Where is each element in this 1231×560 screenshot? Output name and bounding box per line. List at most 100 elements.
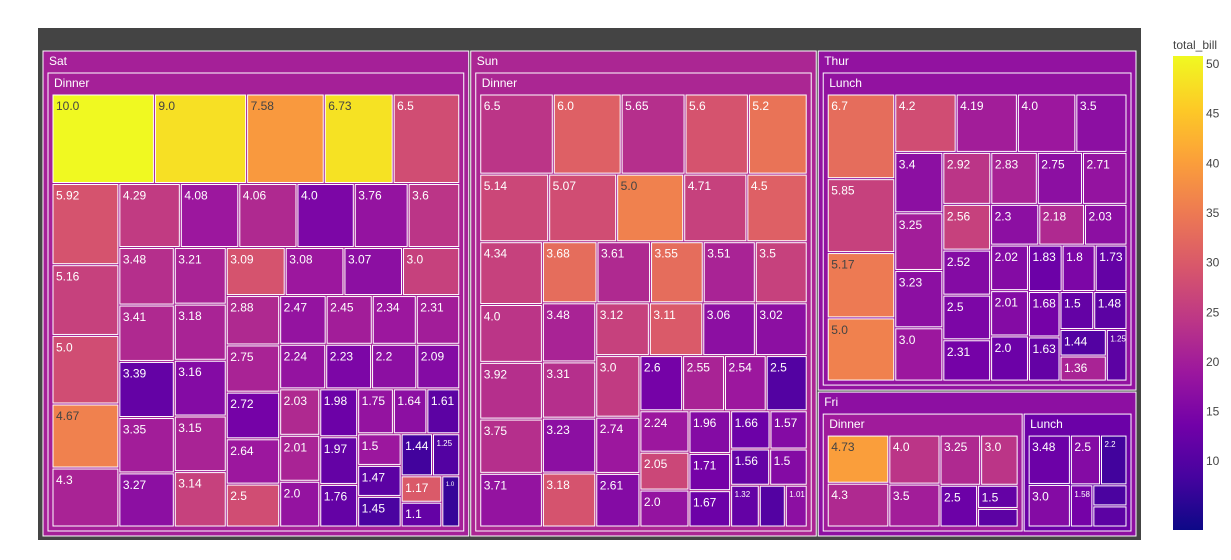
treemap-tip-tile[interactable] (703, 303, 755, 356)
treemap-tip-tile[interactable] (755, 242, 807, 303)
treemap-tip-tile[interactable] (280, 344, 326, 389)
treemap-tip-tile[interactable] (393, 389, 427, 434)
treemap-tip-tile[interactable] (766, 356, 807, 411)
treemap-tip-tile[interactable] (326, 344, 372, 389)
treemap-tip-tile[interactable] (640, 490, 689, 527)
treemap-tip-tile[interactable] (1076, 94, 1127, 152)
treemap-tip-tile[interactable] (1017, 94, 1076, 152)
treemap-tip-tile[interactable] (731, 485, 759, 527)
treemap-tip-tile[interactable] (393, 94, 460, 184)
treemap-tip-tile[interactable] (1060, 356, 1106, 381)
treemap-tip-tile[interactable] (978, 508, 1018, 527)
treemap-tip-tile[interactable] (442, 476, 460, 527)
treemap-tip-tile[interactable] (239, 184, 297, 247)
treemap-tip-tile[interactable] (895, 152, 943, 213)
treemap-tip-tile[interactable] (755, 303, 807, 356)
treemap-tip-tile[interactable] (956, 94, 1017, 152)
treemap-tip-tile[interactable] (180, 184, 239, 247)
treemap-tip-tile[interactable] (596, 473, 640, 527)
treemap-tip-tile[interactable] (596, 356, 640, 417)
treemap-tip-tile[interactable] (827, 318, 895, 381)
treemap-tip-tile[interactable] (480, 305, 542, 362)
treemap-tip-tile[interactable] (770, 449, 807, 485)
treemap-tip-tile[interactable] (621, 94, 685, 174)
treemap-tip-tile[interactable] (542, 362, 596, 418)
treemap-tip-tile[interactable] (703, 242, 755, 303)
treemap-tip-tile[interactable] (731, 411, 770, 449)
treemap-tip-tile[interactable] (943, 295, 991, 340)
treemap-tip-tile[interactable] (827, 483, 889, 527)
treemap-tip-tile[interactable] (226, 247, 285, 296)
treemap-tip-tile[interactable] (297, 184, 354, 247)
treemap-tip-tile[interactable] (1028, 484, 1070, 527)
treemap-tip-tile[interactable] (433, 434, 460, 476)
treemap-tip-tile[interactable] (358, 434, 401, 465)
treemap-tip-tile[interactable] (427, 389, 460, 434)
treemap-tip-tile[interactable] (280, 435, 320, 481)
treemap-tip-tile[interactable] (324, 94, 393, 184)
treemap-tip-tile[interactable] (895, 270, 943, 328)
treemap-tip-tile[interactable] (943, 204, 991, 250)
treemap-tip-tile[interactable] (119, 247, 174, 305)
treemap-tip-tile[interactable] (480, 174, 549, 242)
treemap-tip-tile[interactable] (596, 303, 649, 356)
treemap-tip-tile[interactable] (480, 419, 542, 473)
treemap-tip-tile[interactable] (280, 389, 320, 435)
treemap-tip-tile[interactable] (52, 404, 119, 468)
treemap-tip-tile[interactable] (981, 435, 1018, 485)
treemap-tip-tile[interactable] (978, 485, 1018, 508)
treemap-tip-tile[interactable] (1028, 435, 1070, 484)
treemap-tip-tile[interactable] (1084, 204, 1127, 245)
treemap-tip-tile[interactable] (154, 94, 247, 184)
treemap-tip-tile[interactable] (1082, 152, 1127, 204)
treemap-tip-tile[interactable] (174, 304, 226, 360)
treemap-tip-tile[interactable] (372, 344, 417, 389)
treemap-tip-tile[interactable] (416, 296, 460, 344)
treemap-tip-tile[interactable] (651, 242, 703, 303)
treemap-tip-tile[interactable] (119, 305, 174, 361)
treemap-tip-tile[interactable] (320, 437, 358, 484)
treemap-tip-tile[interactable] (119, 184, 180, 247)
treemap-tip-tile[interactable] (889, 435, 940, 484)
treemap-tip-tile[interactable] (895, 94, 956, 152)
treemap-tip-tile[interactable] (685, 94, 748, 174)
treemap-tip-tile[interactable] (1037, 152, 1082, 204)
treemap-tip-tile[interactable] (640, 356, 683, 411)
treemap-tip-tile[interactable] (1101, 435, 1127, 485)
treemap-tip-tile[interactable] (683, 356, 724, 411)
treemap-tip-tile[interactable] (326, 296, 372, 344)
treemap-tip-tile[interactable] (480, 94, 553, 174)
treemap-tip-tile[interactable] (943, 152, 991, 204)
treemap-tip-tile[interactable] (52, 468, 119, 527)
treemap-tip-tile[interactable] (940, 485, 978, 527)
treemap-tip-tile[interactable] (320, 484, 358, 527)
treemap-tip-tile[interactable] (226, 345, 280, 392)
treemap-tip-tile[interactable] (731, 449, 770, 485)
treemap-tip-tile[interactable] (344, 247, 403, 296)
treemap-tip-tile[interactable] (247, 94, 324, 184)
treemap-tip-tile[interactable] (549, 174, 617, 242)
treemap-tip-tile[interactable] (542, 418, 596, 473)
treemap-tip-tile[interactable] (640, 411, 689, 452)
treemap-tip-tile[interactable] (1095, 245, 1127, 292)
treemap-tip-tile[interactable] (1060, 329, 1106, 356)
treemap-tip-tile[interactable] (827, 94, 895, 179)
treemap-tip-tile[interactable] (542, 303, 596, 362)
treemap-tip-tile[interactable] (280, 296, 326, 344)
treemap-tip-tile[interactable] (684, 174, 747, 242)
treemap-tip-tile[interactable] (991, 245, 1028, 291)
treemap-tip-tile[interactable] (895, 213, 943, 270)
treemap-tip-tile[interactable] (1106, 329, 1127, 381)
treemap-tip-tile[interactable] (174, 360, 226, 416)
treemap-tip-tile[interactable] (408, 184, 460, 247)
treemap-tip-tile[interactable] (689, 491, 731, 527)
treemap-tip-tile[interactable] (174, 247, 226, 304)
treemap-tip-tile[interactable] (480, 362, 542, 419)
treemap-tip-tile[interactable] (724, 356, 766, 411)
treemap-tip-tile[interactable] (119, 361, 174, 418)
treemap-tip-tile[interactable] (991, 204, 1039, 245)
treemap-tip-tile[interactable] (1028, 292, 1060, 337)
treemap-tip-tile[interactable] (1094, 292, 1127, 329)
treemap-tip-tile[interactable] (401, 434, 433, 476)
treemap-tip-tile[interactable] (372, 296, 416, 344)
